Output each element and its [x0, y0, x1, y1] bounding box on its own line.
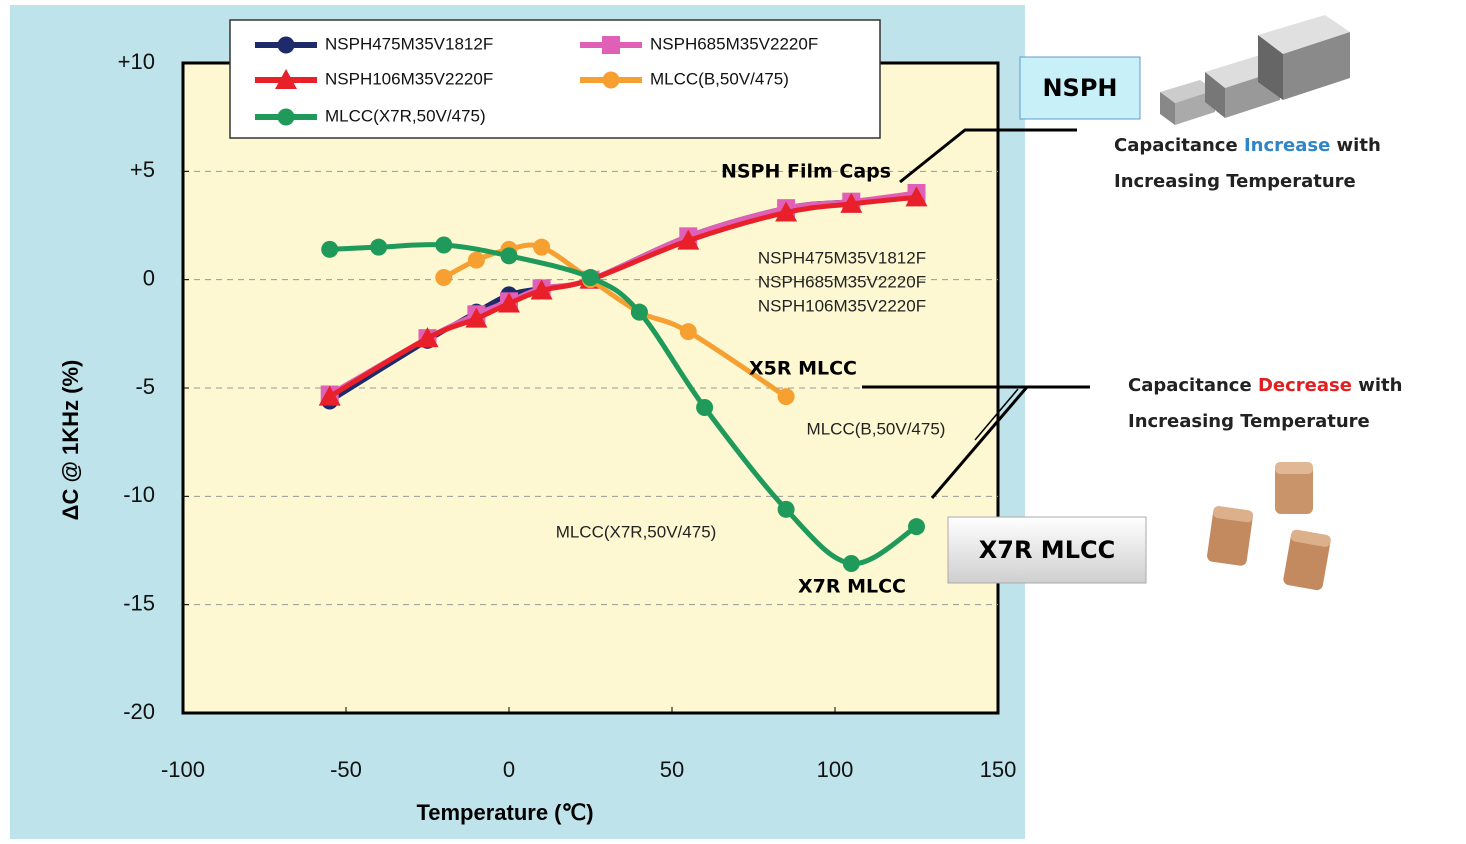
y-tick-label: -15 — [123, 590, 155, 615]
marker — [602, 71, 620, 89]
marker — [840, 192, 863, 213]
x-tick-label: -100 — [161, 757, 205, 782]
marker — [435, 236, 453, 254]
legend-label: MLCC(B,50V/475) — [650, 69, 789, 88]
callout-text: Increasing Temperature — [1114, 171, 1356, 192]
marker — [498, 292, 520, 313]
mlcc-icon — [1207, 462, 1331, 591]
marker — [905, 186, 928, 207]
film-capacitor-icon — [1160, 15, 1350, 125]
callout-line — [930, 386, 1029, 499]
callout-text: Capacitance Decrease with — [1128, 375, 1402, 396]
y-axis-label: ΔC @ 1KHz (%) — [58, 360, 83, 521]
legend-label: MLCC(X7R,50V/475) — [325, 106, 486, 125]
marker — [777, 388, 795, 406]
marker — [321, 240, 339, 258]
callout-part: Increase — [1244, 135, 1330, 156]
marker — [775, 201, 798, 222]
marker — [435, 269, 453, 286]
marker — [582, 269, 599, 286]
legend-label: NSPH475M35V1812F — [325, 34, 493, 53]
y-tick-label: +10 — [118, 49, 155, 74]
annotation: NSPH685M35V2220F — [758, 272, 926, 291]
annotation: MLCC(B,50V/475) — [807, 419, 946, 438]
annotation: X7R MLCC — [798, 576, 906, 598]
marker — [602, 36, 620, 54]
series-line — [328, 194, 917, 399]
callout-part: with — [1330, 135, 1380, 156]
marker — [277, 108, 295, 126]
callout-box — [1019, 56, 1141, 120]
marker — [842, 555, 860, 572]
callout-text: Capacitance Increase with — [1114, 135, 1381, 156]
marker — [630, 303, 648, 321]
callout-line — [899, 128, 1077, 184]
marker — [677, 229, 700, 250]
y-tick-label: -5 — [135, 374, 155, 399]
marker — [465, 307, 488, 328]
marker — [467, 251, 485, 269]
x-tick-label: 0 — [503, 757, 515, 782]
callout-box — [947, 516, 1147, 584]
y-tick-label: -20 — [123, 699, 155, 724]
callout-part: Capacitance — [1114, 135, 1244, 156]
legend-label: NSPH685M35V2220F — [650, 34, 818, 53]
callout-part: Decrease — [1258, 375, 1352, 396]
marker — [416, 327, 439, 348]
marker — [696, 399, 714, 416]
annotation: X5R MLCC — [749, 358, 857, 380]
callout-part: Capacitance — [1128, 375, 1258, 396]
marker — [679, 323, 697, 341]
callout-line — [974, 388, 1019, 441]
annotation: MLCC(X7R,50V/475) — [556, 522, 717, 541]
marker — [777, 500, 795, 518]
y-tick-label: -10 — [123, 482, 155, 507]
marker — [533, 238, 551, 256]
marker — [275, 69, 297, 89]
legend-box — [229, 19, 881, 139]
annotation: NSPH Film Caps — [721, 161, 891, 183]
marker — [370, 238, 388, 256]
x-tick-label: -50 — [330, 757, 362, 782]
y-tick-label: 0 — [143, 265, 155, 290]
marker — [277, 36, 295, 54]
annotation: NSPH106M35V2220F — [758, 296, 926, 315]
marker — [500, 247, 518, 265]
annotation: NSPH475M35V1812F — [758, 248, 926, 267]
x-tick-label: 50 — [660, 757, 684, 782]
marker — [908, 518, 925, 536]
x-tick-label: 100 — [817, 757, 854, 782]
marker — [530, 279, 553, 300]
callout-text: Increasing Temperature — [1128, 411, 1370, 432]
marker — [318, 385, 341, 406]
y-tick-label: +5 — [130, 157, 155, 182]
x-axis-label: Temperature (℃) — [416, 800, 593, 825]
callout-box-label: X7R MLCC — [979, 536, 1115, 564]
x-tick-label: 150 — [980, 757, 1017, 782]
callout-part: with — [1352, 375, 1402, 396]
callout-box-label: NSPH — [1042, 74, 1117, 102]
legend-label: NSPH106M35V2220F — [325, 69, 493, 88]
